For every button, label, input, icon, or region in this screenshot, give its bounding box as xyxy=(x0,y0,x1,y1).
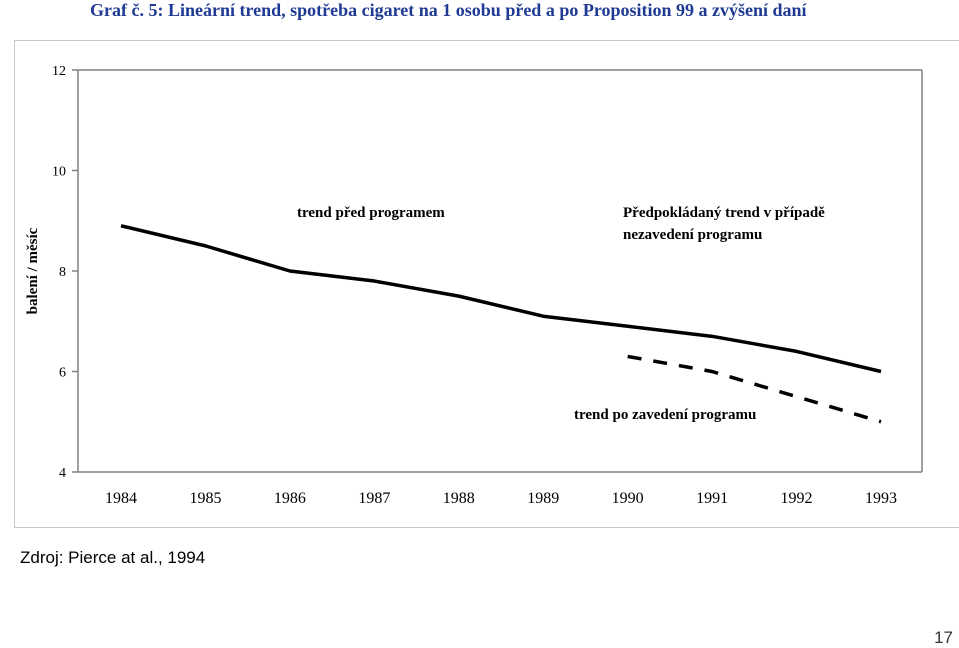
y-axis-ticks xyxy=(72,69,78,473)
x-tick-label: 1992 xyxy=(781,490,813,507)
y-tick-label: 12 xyxy=(52,64,66,79)
plot-area xyxy=(77,69,923,473)
x-tick-label: 1986 xyxy=(274,490,306,507)
series-line-after-program xyxy=(627,354,882,424)
y-tick-label: 4 xyxy=(59,466,66,481)
y-axis-label: balení / měsíc xyxy=(25,227,41,314)
y-tick-label: 6 xyxy=(59,366,66,381)
y-tick-label: 8 xyxy=(59,265,66,280)
y-axis-tick-labels: 4 6 8 10 12 xyxy=(52,64,66,481)
source-note: Zdroj: Pierce at al., 1994 xyxy=(20,548,206,567)
x-tick-label: 1990 xyxy=(612,490,644,507)
x-tick-label: 1984 xyxy=(105,490,137,507)
series-lines xyxy=(120,224,882,424)
line-chart: 4 6 8 10 12 1984 1985 1986 1987 1988 1989 1990 1991… xyxy=(25,64,923,507)
y-tick-label: 10 xyxy=(52,165,66,180)
x-tick-label: 1985 xyxy=(189,490,221,507)
chart-frame xyxy=(14,40,959,528)
series-line-before-program xyxy=(120,224,882,374)
annotation-trend-after: trend po zavedení programu xyxy=(574,407,756,423)
x-tick-label: 1989 xyxy=(527,490,559,507)
x-tick-label: 1991 xyxy=(696,490,728,507)
page-number: 17 xyxy=(934,628,953,647)
x-tick-label: 1988 xyxy=(443,490,475,507)
x-tick-label: 1993 xyxy=(865,490,897,507)
annotation-expected-trend-line2: nezavedení programu xyxy=(623,227,762,243)
annotation-expected-trend-line1: Předpokládaný trend v případě xyxy=(623,205,825,221)
page-title: Graf č. 5: Lineární trend, spotřeba ciga… xyxy=(90,0,807,20)
annotation-trend-before: trend před programem xyxy=(297,205,445,221)
x-tick-label: 1987 xyxy=(358,490,390,507)
x-axis-tick-labels: 1984 1985 1986 1987 1988 1989 1990 1991 1992 1993 xyxy=(105,490,897,507)
